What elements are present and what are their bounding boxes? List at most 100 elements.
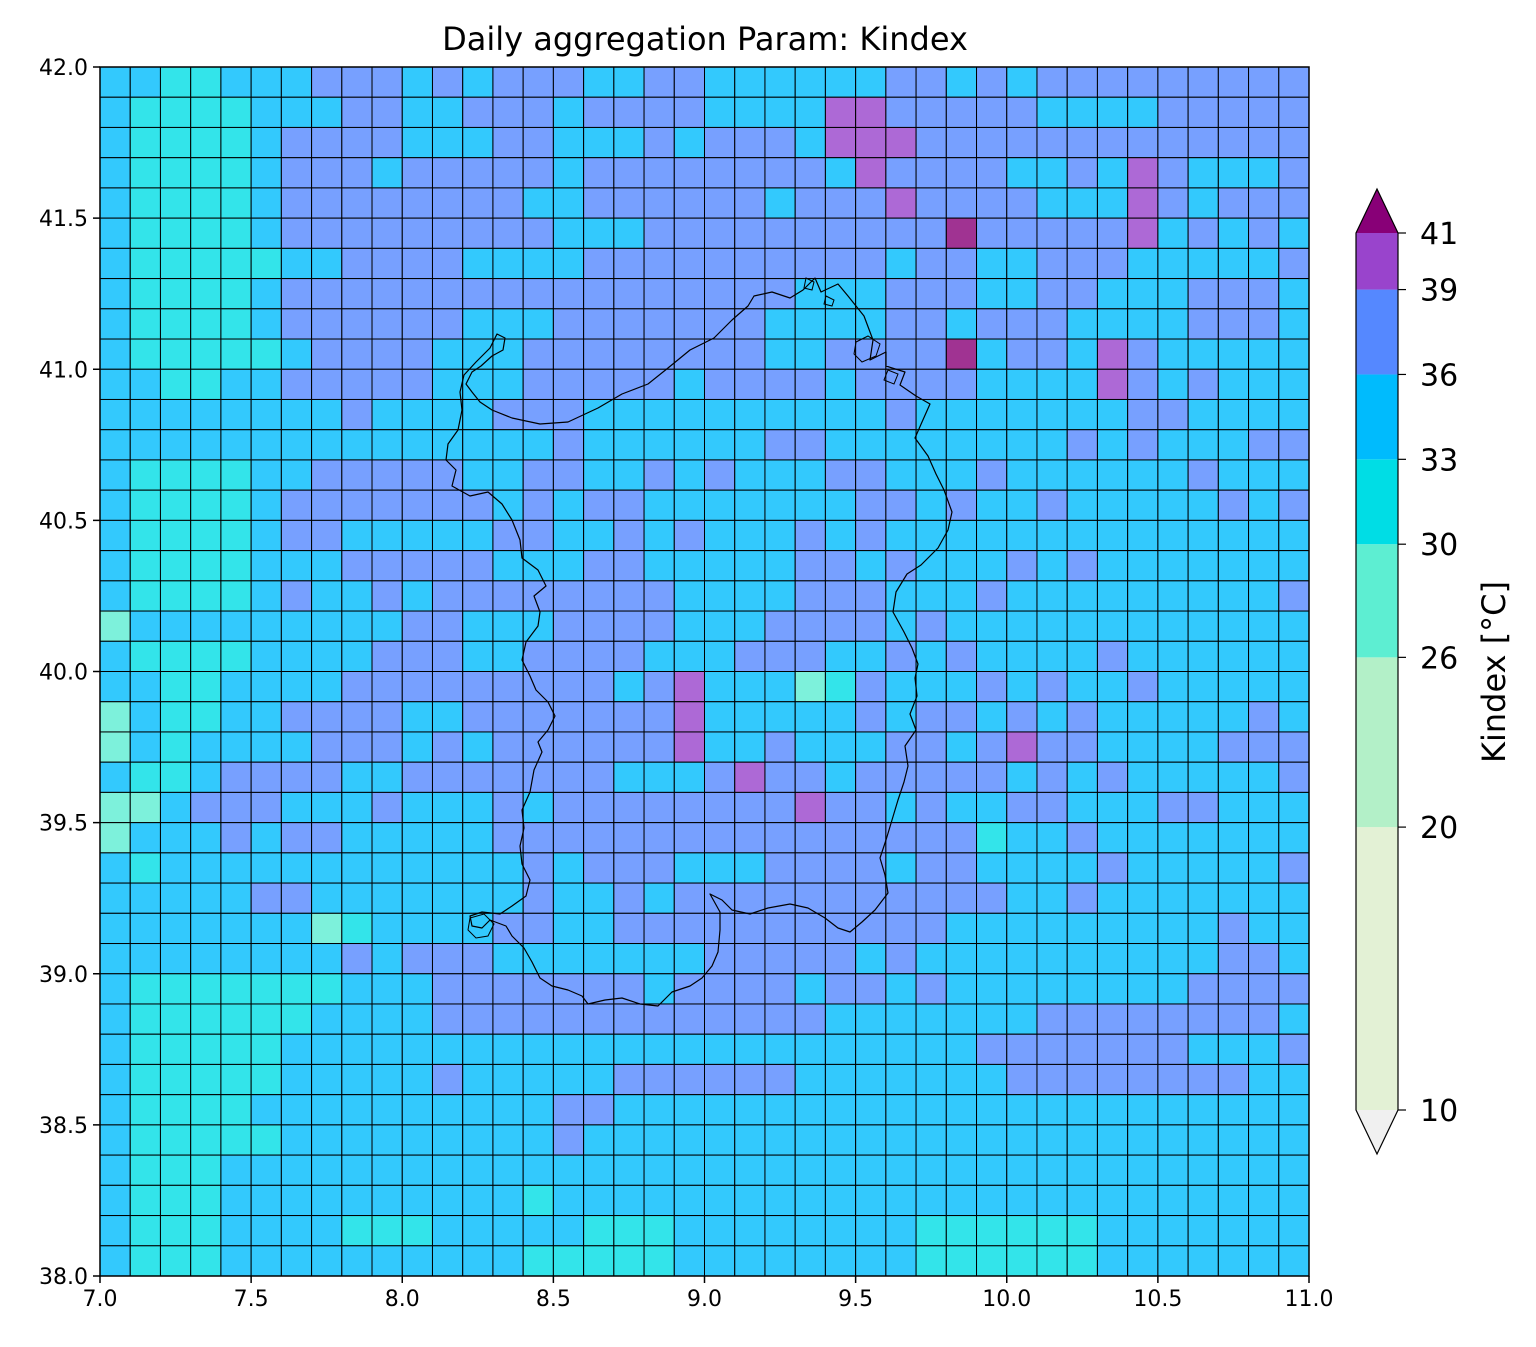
grid-cell (915, 822, 947, 854)
grid-cell (643, 459, 675, 491)
grid-cell (1217, 519, 1250, 552)
grid-cell (129, 247, 161, 280)
grid-cell (673, 1003, 706, 1035)
grid-cell (855, 640, 887, 673)
grid-cell (129, 96, 161, 128)
grid-cell (643, 308, 675, 340)
grid-cell (1006, 519, 1038, 552)
grid-cell (1157, 368, 1189, 400)
grid-cell (311, 278, 343, 310)
grid-cell (431, 973, 464, 1005)
grid-cell (704, 731, 736, 763)
grid-cell (613, 671, 645, 703)
grid-cell (915, 157, 947, 189)
grid-cell (401, 308, 433, 340)
grid-cell (522, 187, 554, 219)
grid-cell (159, 157, 192, 189)
grid-cell (1157, 398, 1189, 431)
grid-cell (190, 157, 222, 189)
grid-cell (673, 1215, 706, 1247)
grid-cell (250, 368, 282, 400)
grid-cell (220, 610, 252, 642)
grid-cell (522, 66, 554, 98)
grid-cell (613, 126, 645, 159)
grid-cell (1217, 1063, 1250, 1096)
grid-cell (250, 610, 282, 642)
grid-cell (311, 126, 343, 159)
grid-cell (643, 973, 675, 1005)
grid-cell (734, 580, 766, 612)
grid-cell (1278, 822, 1310, 854)
grid-cell (1127, 610, 1159, 642)
grid-cell (794, 731, 826, 763)
grid-cell (1187, 701, 1219, 733)
grid-cell (159, 580, 192, 612)
grid-cell (401, 791, 433, 824)
grid-cell (280, 368, 313, 400)
grid-cell (250, 550, 282, 582)
grid-cell (734, 943, 766, 975)
grid-cell (401, 882, 433, 914)
grid-cell (1248, 308, 1280, 340)
grid-cell (280, 943, 313, 975)
grid-cell (824, 822, 857, 854)
grid-cell (1006, 852, 1038, 884)
grid-cell (431, 1094, 464, 1126)
grid-cell (1096, 791, 1129, 824)
grid-cell (1278, 1033, 1310, 1065)
grid-cell (462, 338, 494, 370)
grid-cell (99, 731, 131, 763)
colorbar-tick-label: 30 (1420, 528, 1458, 563)
grid-cell (341, 882, 373, 914)
grid-cell (673, 368, 706, 400)
grid-cell (855, 126, 887, 159)
grid-cell (341, 519, 373, 552)
grid-cell (976, 126, 1008, 159)
grid-cell (220, 278, 252, 310)
grid-cell (99, 96, 131, 128)
grid-cell (371, 580, 403, 612)
grid-cell (855, 96, 887, 128)
grid-cell (1278, 882, 1310, 914)
grid-cell (613, 912, 645, 945)
grid-cell (129, 1245, 161, 1277)
grid-cell (190, 640, 222, 673)
grid-cell (1157, 1003, 1189, 1035)
grid-cell (1036, 550, 1068, 582)
grid-cell (311, 731, 343, 763)
grid-cell (1066, 308, 1098, 340)
grid-cell (280, 187, 313, 219)
grid-cell (1248, 912, 1280, 945)
grid-cell (341, 247, 373, 280)
grid-cell (1157, 1245, 1189, 1277)
grid-cell (492, 822, 524, 854)
grid-cell (1066, 66, 1098, 98)
grid-cell (1278, 429, 1310, 461)
grid-cell (220, 671, 252, 703)
grid-cell (613, 882, 645, 914)
grid-cell (492, 852, 524, 884)
grid-cell (1036, 882, 1068, 914)
grid-cell (159, 1215, 192, 1247)
grid-cell (945, 429, 978, 461)
grid-cell (1278, 66, 1310, 98)
grid-cell (673, 640, 706, 673)
grid-cell (945, 217, 978, 249)
grid-cell (824, 761, 857, 793)
grid-cell (492, 278, 524, 310)
grid-cell (280, 338, 313, 370)
grid-cell (734, 791, 766, 824)
grid-cell (129, 1094, 161, 1126)
grid-cell (613, 368, 645, 400)
grid-cell (99, 278, 131, 310)
grid-cell (1248, 126, 1280, 159)
grid-cell (1036, 308, 1068, 340)
grid-cell (431, 1003, 464, 1035)
grid-cell (371, 791, 403, 824)
grid-cell (976, 217, 1008, 249)
grid-cell (613, 731, 645, 763)
grid-cell (280, 217, 313, 249)
grid-cell (492, 550, 524, 582)
grid-cell (855, 489, 887, 521)
grid-cell (492, 1245, 524, 1277)
